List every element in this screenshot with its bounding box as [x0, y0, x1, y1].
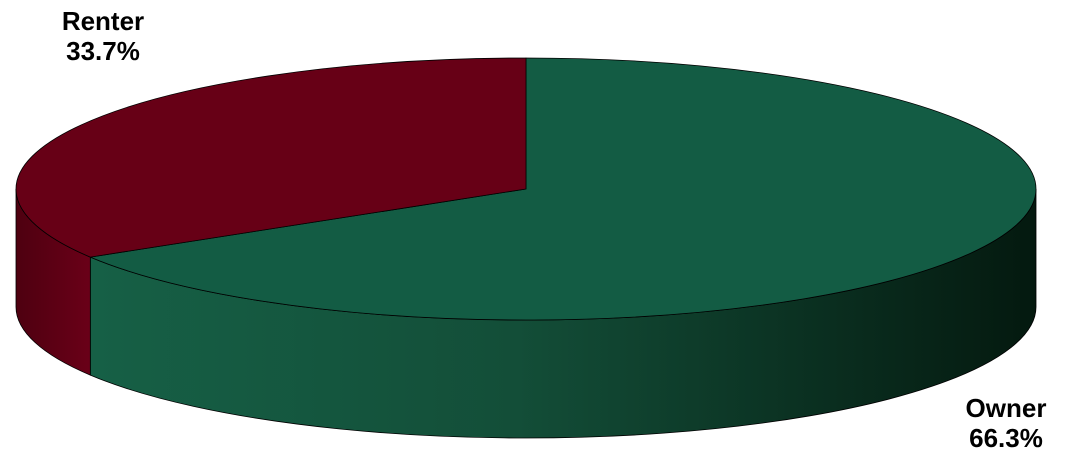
pie-slice-renter [15, 57, 527, 258]
slice-label-owner-value: 66.3% [969, 423, 1043, 453]
slice-label-owner: Owner 66.3% [950, 393, 1062, 453]
pie-tops [15, 57, 1037, 321]
slice-label-renter: Renter 33.7% [48, 6, 158, 66]
pie-slice-owner [89, 57, 1037, 321]
slice-label-owner-name: Owner [965, 393, 1047, 423]
slice-label-renter-value: 33.7% [66, 36, 140, 66]
slice-label-renter-name: Renter [61, 6, 145, 36]
